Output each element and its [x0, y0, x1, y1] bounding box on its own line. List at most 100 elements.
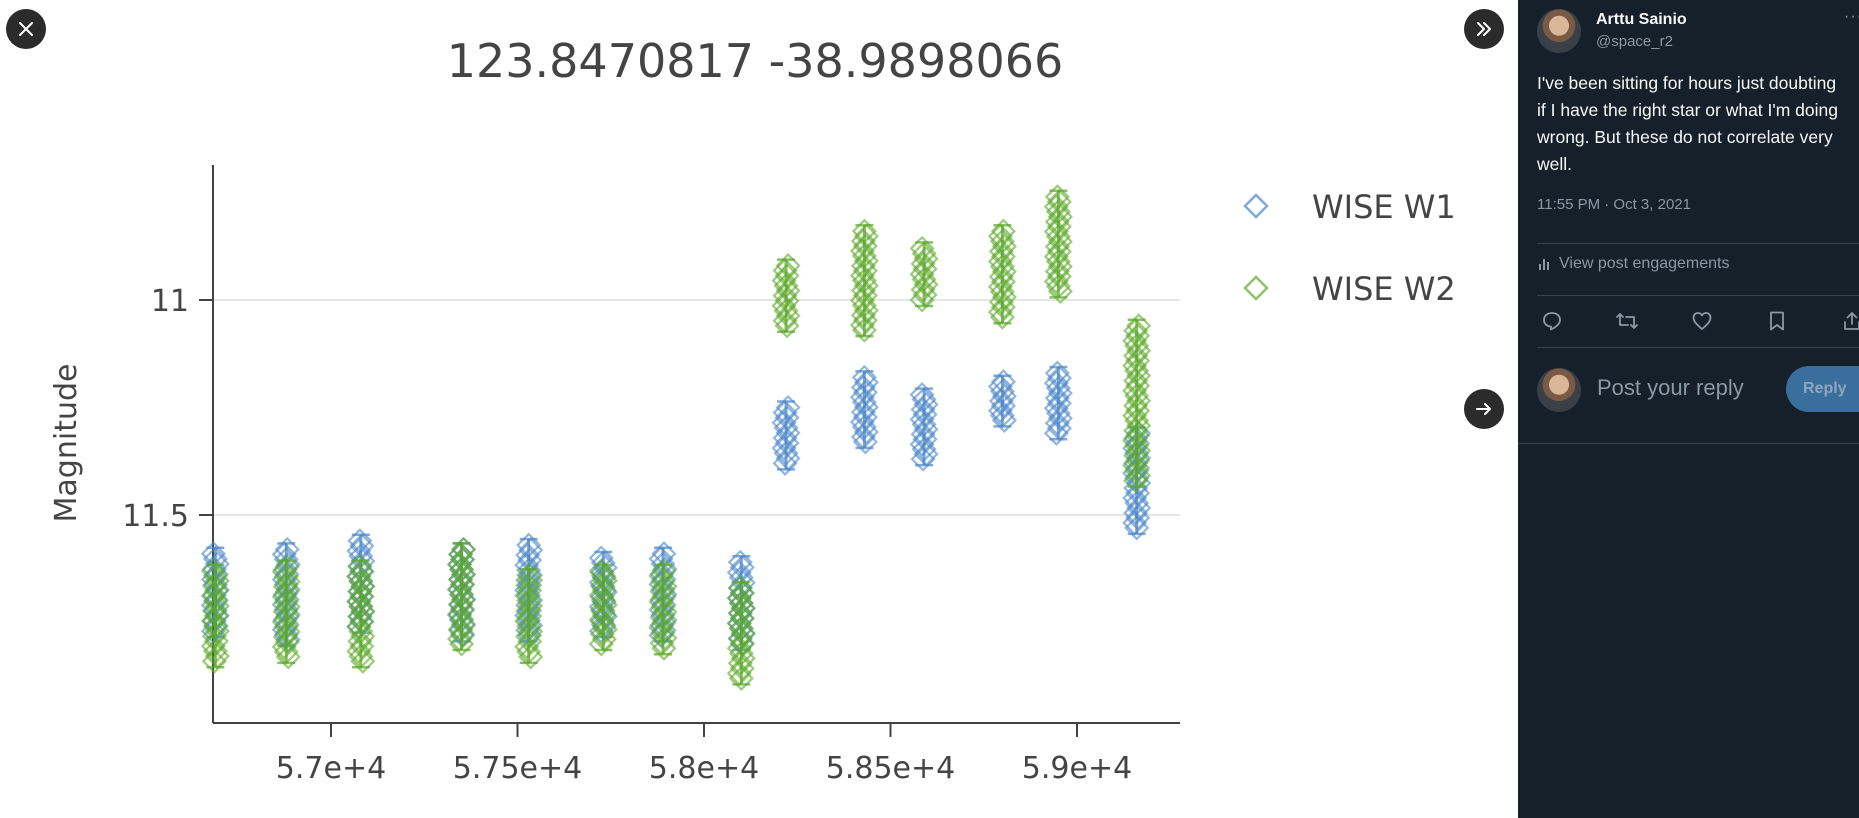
- data-point: [910, 446, 936, 472]
- x-tick-label: 5.9e+4: [1022, 751, 1132, 786]
- data-point: [202, 638, 228, 664]
- data-point: [773, 298, 799, 324]
- tweet-actions: [1537, 306, 1859, 336]
- legend-label: WISE W1: [1312, 188, 1456, 226]
- data-point: [989, 304, 1015, 330]
- data-point: [772, 308, 798, 334]
- like-icon[interactable]: [1687, 306, 1717, 336]
- data-point: [729, 655, 755, 681]
- data-point: [650, 620, 676, 646]
- data-point: [346, 638, 372, 664]
- reply-input[interactable]: Post your reply: [1597, 375, 1744, 400]
- data-point: [1125, 505, 1151, 531]
- data-point: [988, 289, 1014, 315]
- data-point: [1123, 468, 1149, 494]
- next-media-button[interactable]: [1464, 389, 1504, 429]
- data-point: [1122, 453, 1148, 479]
- data-point: [446, 626, 473, 652]
- reply-icon[interactable]: [1537, 306, 1567, 336]
- data-point: [649, 604, 675, 630]
- x-tick-label: 5.7e+4: [276, 751, 386, 786]
- data-point: [518, 644, 544, 670]
- data-point: [1124, 515, 1150, 541]
- arrow-right-icon: [1476, 403, 1491, 415]
- data-point: [775, 445, 801, 471]
- view-engagements-link[interactable]: View post engagements: [1537, 255, 1729, 273]
- data-point: [204, 643, 230, 669]
- data-point: [589, 621, 615, 647]
- media-viewer: 123.8470817 -38.9898066 11 11.5 5.7e+4 5.75e…: [6, 9, 1504, 786]
- legend-label: WISE W2: [1312, 270, 1456, 308]
- data-point: [648, 589, 674, 615]
- data-point: [990, 294, 1016, 320]
- data-point: [910, 251, 936, 277]
- data-point: [1123, 500, 1149, 526]
- data-point: [851, 414, 877, 440]
- data-point: [774, 313, 800, 339]
- reply-avatar: [1537, 368, 1581, 412]
- data-point: [850, 424, 876, 450]
- data-point: [516, 639, 542, 665]
- author-avatar[interactable]: [1537, 9, 1581, 53]
- data-point: [989, 403, 1015, 429]
- data-point: [273, 639, 299, 665]
- data-point: [1124, 458, 1150, 484]
- data-point: [773, 440, 799, 466]
- data-point: [771, 435, 797, 461]
- data-point: [201, 648, 227, 674]
- author-handle[interactable]: @space_r2: [1596, 33, 1673, 50]
- data-point: [514, 634, 540, 660]
- data-point: [987, 398, 1013, 424]
- data-point: [651, 635, 677, 661]
- data-point: [271, 634, 297, 660]
- data-point: [1046, 415, 1072, 441]
- bookmark-icon[interactable]: [1762, 306, 1792, 336]
- data-point: [913, 271, 939, 298]
- data-point: [1126, 463, 1152, 489]
- data-point: [275, 644, 301, 670]
- data-point: [591, 626, 617, 652]
- data-point: [727, 650, 753, 676]
- data-point: [648, 563, 674, 589]
- data-point: [913, 441, 939, 467]
- data-point: [728, 665, 754, 691]
- data-point: [850, 302, 876, 328]
- data-point: [912, 282, 938, 308]
- retweet-icon[interactable]: [1612, 306, 1642, 336]
- reply-button[interactable]: Reply: [1786, 366, 1859, 412]
- data-point: [1043, 268, 1069, 294]
- tweet-sidebar: Arttu Sainio @space_r2 ··· I've been sit…: [1518, 0, 1859, 818]
- data-point: [588, 631, 614, 657]
- data-point: [1043, 420, 1069, 446]
- data-point: [772, 450, 798, 476]
- collapse-sidebar-button[interactable]: [1464, 9, 1504, 49]
- chart-title: 123.8470817 -38.9898066: [447, 34, 1064, 88]
- y-axis-label: Magnitude: [49, 364, 84, 523]
- data-point: [649, 630, 675, 656]
- data-point: [1122, 510, 1148, 536]
- data-point: [448, 631, 475, 657]
- tweet-text: I've been sitting for hours just doubtin…: [1537, 73, 1838, 174]
- more-options-icon[interactable]: ···: [1844, 8, 1859, 25]
- data-point: [200, 633, 226, 659]
- divider: [1537, 347, 1859, 348]
- divider: [1537, 295, 1859, 296]
- divider: [1518, 443, 1859, 444]
- data-point: [991, 407, 1017, 433]
- data-point: [652, 625, 678, 651]
- data-point: [1045, 273, 1071, 299]
- tweet-timestamp[interactable]: 11:55 PM · Oct 3, 2021: [1537, 196, 1691, 213]
- data-point: [909, 235, 935, 261]
- light-curve-chart: 123.8470817 -38.9898066 11 11.5 5.7e+4 5.75e…: [49, 34, 1456, 786]
- divider: [1537, 243, 1859, 244]
- data-point: [648, 615, 674, 641]
- data-point: [1047, 405, 1073, 431]
- data-point: [349, 633, 375, 659]
- data-point: [1044, 410, 1070, 436]
- share-icon[interactable]: [1837, 306, 1859, 336]
- data-point: [909, 287, 935, 313]
- close-button[interactable]: [6, 9, 46, 49]
- data-point: [852, 429, 878, 455]
- author-name[interactable]: Arttu Sainio: [1596, 11, 1687, 28]
- data-point: [726, 660, 752, 686]
